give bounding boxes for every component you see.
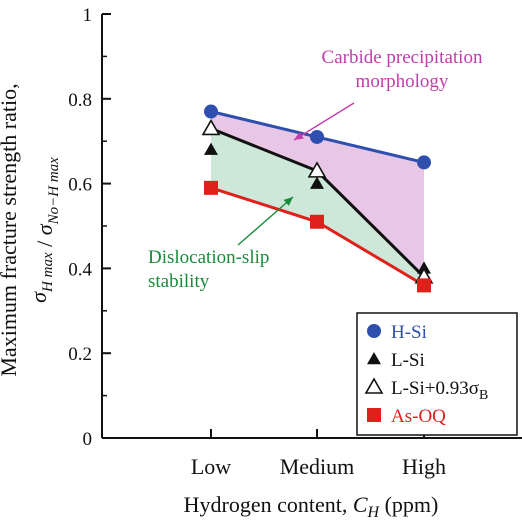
y-axis-title-line2: σH max / σNo−H max: [26, 157, 62, 303]
y-tick-label-1: 0.2: [68, 344, 92, 365]
data-point-3-2: [417, 278, 431, 293]
y-tick-label-5: 1: [83, 5, 93, 26]
data-point-0-1: [310, 129, 324, 144]
y-axis-title-line1: Maximum fracture strength ratio,: [0, 83, 21, 376]
data-point-0-2: [417, 155, 431, 170]
data-point-0-0: [204, 104, 218, 119]
annotation-arrowhead-0: [294, 131, 304, 140]
data-point-2-0: [201, 118, 221, 136]
y-tick-label-3: 0.6: [68, 175, 92, 196]
legend-marker-1: [367, 352, 381, 365]
x-axis-title: Hydrogen content, CH (ppm): [184, 492, 439, 521]
annotation-arrows: [237, 102, 355, 246]
annotation-0-line-1: morphology: [356, 71, 449, 92]
axis-labels: 0 0.2 0.4 0.6 0.8 1 Low Medium High Hydrogen cont…: [0, 5, 446, 521]
y-tick-label-2: 0.4: [68, 259, 92, 280]
legend-label-1: L-Si: [391, 350, 425, 371]
annotation-1-line-1: stability: [148, 271, 210, 292]
annotation-arrowhead-1: [283, 197, 293, 206]
legend-marker-2: [364, 377, 384, 394]
data-point-1-0: [204, 142, 218, 155]
legend-box: [356, 312, 518, 436]
x-tick-label-1: Medium: [280, 454, 355, 479]
shaded-regions: [211, 111, 424, 286]
annotation-0-line-0: Carbide precipitation: [322, 47, 483, 68]
series-markers: [201, 104, 434, 293]
annotations: Carbide precipitation morphology Dislocati…: [148, 47, 483, 292]
legend-label-0: H-Si: [391, 322, 427, 343]
y-tick-label-4: 0.8: [68, 90, 92, 111]
x-tick-label-2: High: [402, 454, 446, 479]
data-point-1-1: [310, 176, 324, 189]
y-tick-label-0: 0: [83, 429, 93, 450]
data-point-3-1: [310, 214, 324, 229]
annotation-1-line-0: Dislocation-slip: [148, 247, 269, 268]
data-point-3-0: [204, 180, 218, 195]
shaded-region-0: [211, 111, 424, 277]
data-point-2-1: [307, 161, 327, 178]
y-axis-title: Maximum fracture strength ratio,σH max /…: [0, 83, 62, 376]
legend: H-Si L-Si L-Si+0.93σB As-OQ: [356, 312, 518, 436]
axes: [101, 13, 522, 439]
legend-label-2: L-Si+0.93σB: [391, 378, 488, 403]
shaded-region-1: [211, 128, 424, 286]
legend-marker-3: [367, 408, 381, 422]
annotation-arrow-1: [237, 196, 294, 246]
x-tick-label-0: Low: [191, 454, 231, 479]
annotation-arrow-0: [293, 102, 355, 141]
legend-label-3: As-OQ: [391, 406, 446, 427]
legend-marker-0: [367, 324, 381, 338]
